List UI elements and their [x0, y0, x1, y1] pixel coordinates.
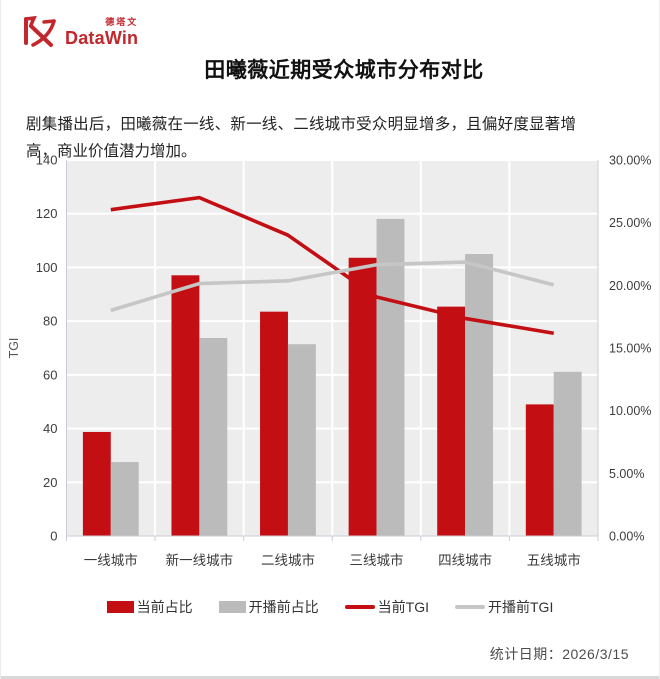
x-axis-label-五线城市: 五线城市 [527, 552, 581, 568]
x-axis-label-一线城市: 一线城市 [84, 552, 138, 568]
legend-bar-swatch [106, 601, 134, 613]
chart-legend: 当前占比 开播前占比 当前TGI 开播前TGI [1, 597, 659, 617]
bar-当前占比-新一线城市 [171, 275, 200, 536]
legend-line-swatch [455, 605, 485, 609]
line-开播前TGI [110, 260, 555, 313]
left-axis-tick-label: 40 [43, 421, 57, 436]
combo-chart: 0 20 40 60 80 100 120 140 0.00% 5.00% 10.00% 15.00%… [7, 153, 651, 569]
bar-开播前占比-二线城市 [287, 344, 316, 536]
left-axis-title: TGI [7, 338, 21, 359]
datawin-logo-icon [24, 15, 56, 47]
datawin-logo: 德塔文 DataWin [19, 12, 138, 50]
left-axis-tick-label: 140 [36, 153, 58, 168]
x-axis-label-新一线城市: 新一线城市 [166, 552, 234, 568]
legend-bar-swatch [218, 601, 246, 613]
summary-text: 剧集播出后，田曦薇在一线、新一线、二线城市受众明显增多，且偏好度显著增高，商业价… [26, 115, 576, 160]
right-axis-tick-label: 15.00% [609, 342, 651, 356]
left-axis-tick-label: 60 [43, 367, 57, 382]
legend-item-开播前TGI: 开播前TGI [455, 597, 553, 617]
left-axis-tick-label: 100 [36, 260, 58, 275]
right-axis-tick-label: 5.00% [609, 467, 644, 481]
bar-开播前占比-五线城市 [553, 371, 582, 536]
bar-当前占比-五线城市 [525, 404, 554, 536]
left-axis-tick-label: 80 [43, 314, 57, 329]
left-axis-tick-label: 120 [36, 206, 58, 221]
chart-area: 0 20 40 60 80 100 120 140 0.00% 5.00% 10.00% 15.00%… [1, 148, 659, 584]
bar-开播前占比-一线城市 [110, 462, 139, 536]
legend-label: 当前TGI [377, 599, 429, 615]
page-title: 田曦薇近期受众城市分布对比 [204, 59, 484, 83]
bottom-divider [1, 676, 659, 679]
datawin-wordmark: 德塔文 DataWin [65, 18, 138, 50]
legend-item-开播前占比: 开播前占比 [218, 597, 319, 617]
left-axis-tick-label: 20 [43, 475, 57, 490]
bar-开播前占比-四线城市 [465, 254, 494, 536]
bar-开播前占比-新一线城市 [199, 337, 228, 536]
logo-text-en: DataWin [65, 28, 139, 48]
x-axis-label-三线城市: 三线城市 [350, 552, 404, 568]
right-axis-tick-label: 25.00% [609, 216, 651, 230]
bar-当前占比-三线城市 [348, 257, 377, 536]
right-axis-tick-label: 10.00% [609, 404, 651, 418]
bar-当前占比-四线城市 [437, 306, 466, 536]
legend-item-当前占比: 当前占比 [106, 597, 193, 617]
stat-date: 统计日期：2026/3/15 [489, 646, 629, 662]
legend-label: 开播前TGI [488, 599, 554, 615]
legend-line-swatch [344, 605, 375, 609]
bar-当前占比-一线城市 [82, 431, 111, 536]
x-axis-label-四线城市: 四线城市 [438, 552, 492, 568]
right-axis-tick-label: 20.00% [609, 279, 651, 293]
line-当前TGI [110, 195, 555, 336]
right-axis-tick-label: 30.00% [609, 154, 651, 168]
right-axis-tick-label: 0.00% [609, 530, 644, 544]
bar-开播前占比-三线城市 [376, 218, 405, 536]
x-axis-label-二线城市: 二线城市 [261, 552, 315, 568]
legend-label: 开播前占比 [248, 599, 319, 615]
logo-text-cn: 德塔文 [105, 17, 139, 27]
bar-当前占比-二线城市 [260, 311, 288, 536]
left-axis-tick-label: 0 [50, 529, 57, 544]
legend-item-当前TGI: 当前TGI [344, 597, 429, 617]
legend-label: 当前占比 [136, 599, 193, 615]
